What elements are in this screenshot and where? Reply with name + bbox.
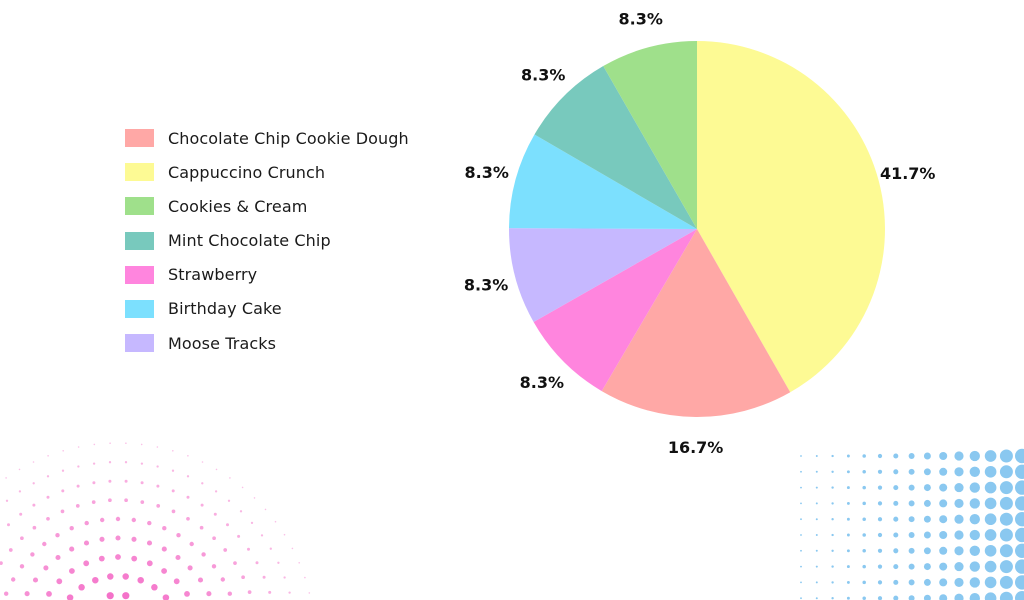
pie-slice [601, 229, 791, 417]
legend-label: Strawberry [168, 265, 258, 285]
legend-item: Mint Chocolate Chip [125, 231, 409, 251]
chart-legend: Chocolate Chip Cookie Dough Cappuccino C… [125, 128, 409, 367]
pie-slice [603, 41, 697, 229]
legend-label: Cappuccino Crunch [168, 162, 326, 182]
pie-slice [508, 228, 697, 322]
legend-swatch [125, 231, 154, 250]
pie-slice [533, 229, 697, 392]
legend-item: Moose Tracks [125, 333, 409, 353]
slice-percentage-label: 8.3% [521, 66, 565, 85]
legend-swatch [125, 299, 154, 318]
legend-item: Cookies & Cream [125, 196, 409, 216]
legend-item: Chocolate Chip Cookie Dough [125, 128, 409, 148]
pie-slice [697, 41, 885, 393]
legend-swatch [125, 163, 154, 182]
pie-slice [534, 66, 697, 229]
legend-swatch [125, 265, 154, 284]
legend-item: Birthday Cake [125, 299, 409, 319]
legend-label: Mint Chocolate Chip [168, 231, 331, 251]
legend-swatch [125, 197, 154, 216]
slice-percentage-label: 8.3% [465, 163, 509, 182]
legend-item: Strawberry [125, 265, 409, 285]
legend-item: Cappuccino Crunch [125, 162, 409, 182]
legend-label: Chocolate Chip Cookie Dough [168, 128, 409, 148]
legend-label: Birthday Cake [168, 299, 282, 319]
slice-percentage-label: 8.3% [464, 275, 508, 294]
slice-percentage-label: 8.3% [520, 373, 564, 392]
legend-swatch [125, 334, 154, 353]
legend-swatch [125, 129, 154, 147]
legend-label: Cookies & Cream [168, 196, 308, 216]
slice-percentage-label: 41.7% [880, 164, 936, 183]
slice-percentage-label: 8.3% [619, 9, 663, 28]
pie-slice [509, 134, 697, 229]
legend-label: Moose Tracks [168, 333, 277, 353]
slice-percentage-label: 16.7% [668, 438, 724, 457]
